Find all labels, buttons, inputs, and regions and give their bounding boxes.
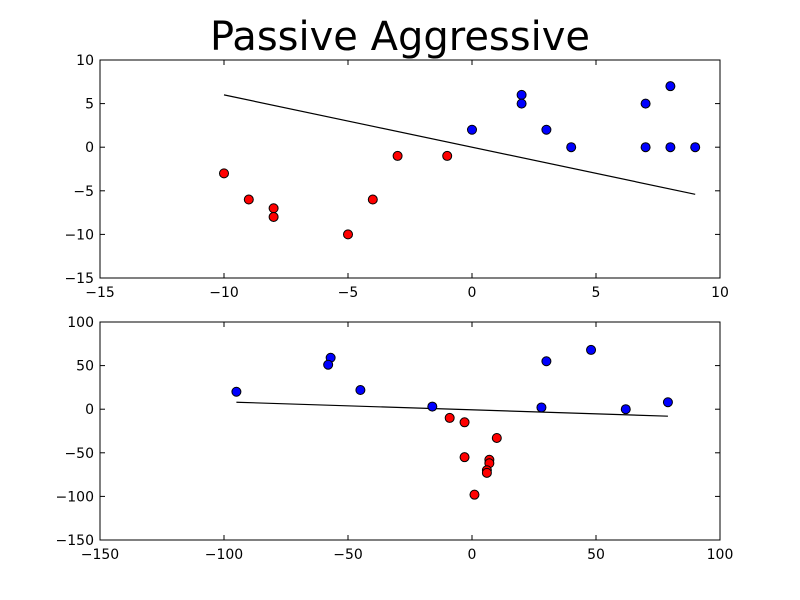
data-point (442, 150, 453, 161)
data-point (219, 168, 229, 179)
data-point (516, 89, 527, 100)
data-point (343, 229, 353, 240)
x-tick-label: −5 (338, 285, 359, 301)
axes-frame (99, 59, 721, 279)
y-tick-label: 100 (67, 315, 94, 331)
data-point (469, 489, 480, 500)
y-tick-label: −10 (64, 227, 94, 243)
y-tick-label: 50 (76, 359, 94, 375)
data-point (459, 452, 470, 463)
data-point (541, 356, 552, 367)
data-point (323, 359, 334, 370)
y-tick-label: −15 (64, 271, 94, 287)
data-point (268, 203, 279, 214)
data-point (243, 194, 254, 205)
data-point (620, 404, 631, 415)
data-point (586, 344, 597, 355)
decision-line (223, 94, 696, 195)
x-tick-label: 0 (468, 285, 477, 301)
y-tick-label: 10 (76, 53, 94, 69)
data-point (516, 98, 527, 109)
x-tick-label: 0 (468, 547, 477, 563)
data-point (444, 412, 455, 423)
data-point (481, 467, 492, 478)
axes-frame (99, 321, 721, 541)
data-point (566, 142, 577, 153)
x-tick-label: −100 (205, 547, 243, 563)
data-point (268, 211, 279, 222)
y-tick-label: −150 (56, 533, 94, 549)
data-point (665, 142, 676, 153)
x-tick-label: 10 (711, 285, 729, 301)
y-tick-label: 0 (85, 402, 94, 418)
x-tick-label: −10 (209, 285, 239, 301)
x-tick-label: 100 (707, 547, 734, 563)
y-tick-label: 5 (85, 97, 94, 113)
x-tick-label: −50 (333, 547, 363, 563)
x-tick-label: −150 (81, 547, 119, 563)
data-point (665, 81, 676, 92)
data-point (491, 432, 502, 443)
data-point (355, 385, 366, 396)
data-point (541, 124, 552, 135)
chart-title: Passive Aggressive (209, 14, 591, 60)
y-tick-label: −50 (64, 446, 94, 462)
data-point (662, 397, 673, 408)
data-point (536, 402, 547, 413)
data-point (459, 417, 470, 428)
data-point (427, 401, 438, 412)
x-tick-label: −15 (85, 285, 115, 301)
y-tick-label: −5 (73, 184, 94, 200)
data-point (640, 98, 651, 109)
y-tick-label: −100 (56, 489, 94, 505)
data-point (367, 194, 378, 205)
subplot-1: −15 −10 −5 0 5 10 −15 −10 −5 0 5 10 (64, 53, 728, 301)
subplot-2: −150 −100 −50 0 50 100 −150 −100 −50 0 50 100 (56, 315, 734, 563)
x-tick-label: 5 (592, 285, 601, 301)
x-tick-label: 50 (587, 547, 605, 563)
data-point (392, 150, 403, 161)
data-point (231, 386, 242, 397)
decision-line (236, 401, 668, 417)
y-tick-label: 0 (85, 140, 94, 156)
data-point (640, 142, 651, 153)
data-point (467, 124, 477, 135)
data-point (690, 142, 701, 153)
